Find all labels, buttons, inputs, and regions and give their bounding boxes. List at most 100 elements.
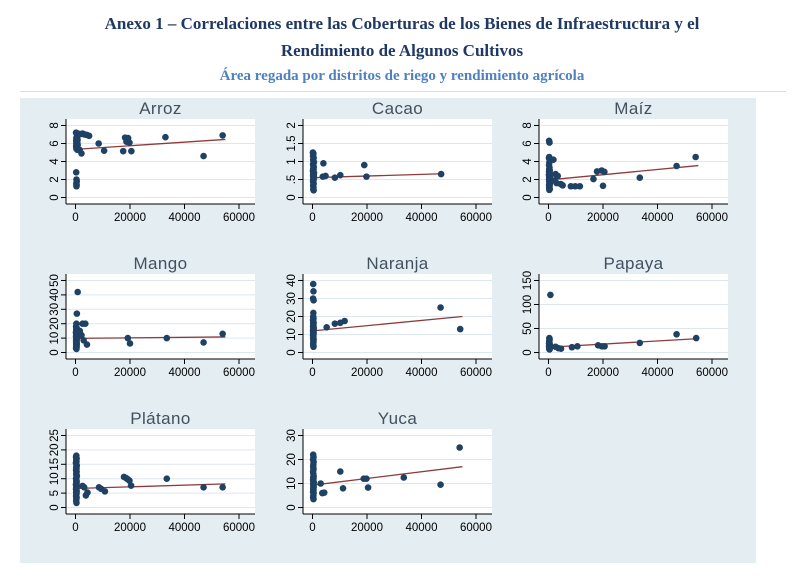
gridlines: [303, 434, 492, 509]
subplot-canvas: 0 .5 1 1.5 2 0 20000 40000 60000: [257, 116, 494, 251]
scatter-points: [309, 149, 445, 194]
y-tick-labels: 0 10 20 30: [286, 429, 298, 511]
svg-text:0: 0: [309, 367, 315, 379]
y-tick-labels: 0 10 20 30 40: [286, 274, 298, 356]
trend-line: [75, 138, 226, 150]
subplot-yuca: Yuca 0 10 20 30 0 20000 40000 60000: [257, 408, 494, 563]
subplot-naranja: Naranja 0 10 20 30 40 0 20000 40000 60000: [257, 253, 494, 408]
x-tick-labels: 0 20000 40000 60000: [72, 367, 255, 379]
svg-text:0: 0: [522, 349, 534, 355]
svg-text:20000: 20000: [587, 212, 619, 224]
svg-text:30: 30: [49, 303, 61, 316]
svg-text:0: 0: [72, 212, 78, 224]
scatter-plot-svg: 0 2 4 6 8 0 20000 40000 60000: [522, 119, 728, 224]
subplot-canvas: 0 10 20 30 40 0 20000 40000 60000: [257, 271, 494, 406]
subplot-canvas: 0 10 20 30 0 20000 40000 60000: [257, 426, 494, 561]
axes: [298, 429, 492, 519]
subplot-maiz: Maíz 0 2 4 6 8 0 20000 40000 60000: [493, 98, 756, 253]
gridlines: [303, 124, 492, 199]
svg-text:0: 0: [522, 194, 534, 200]
svg-text:4: 4: [49, 158, 61, 165]
svg-text:60000: 60000: [460, 367, 492, 379]
svg-text:40000: 40000: [406, 212, 438, 224]
gridlines: [66, 434, 255, 509]
trend-line: [548, 164, 699, 181]
svg-text:10: 10: [286, 477, 298, 490]
svg-text:40000: 40000: [642, 367, 674, 379]
svg-text:25: 25: [49, 429, 61, 442]
subplot-canvas: 0 5 10 15 20 25 0 20000 40000 60000: [20, 426, 257, 561]
x-tick-labels: 0 20000 40000 60000: [72, 522, 255, 534]
gridlines: [539, 279, 728, 354]
plot-area: [66, 429, 255, 514]
svg-text:0: 0: [545, 367, 551, 379]
svg-text:0: 0: [309, 212, 315, 224]
svg-text:40: 40: [286, 274, 298, 287]
svg-text:20000: 20000: [114, 522, 146, 534]
x-tick-labels: 0 20000 40000 60000: [545, 367, 728, 379]
y-tick-labels: 0 50 100 150: [522, 271, 534, 356]
svg-text:2: 2: [286, 122, 298, 128]
svg-text:0: 0: [49, 504, 61, 510]
divider-line: [20, 91, 786, 92]
subplot-canvas: 0 50 100 150 0 20000 40000 60000: [493, 271, 730, 406]
svg-text:50: 50: [49, 274, 61, 287]
svg-text:40000: 40000: [406, 522, 438, 534]
svg-text:6: 6: [522, 140, 534, 146]
scatter-plot-svg: 0 .5 1 1.5 2 0 20000 40000 60000: [286, 119, 492, 224]
trend-line: [75, 336, 226, 340]
svg-text:20: 20: [286, 453, 298, 466]
subplot-title: Cacao: [371, 99, 424, 118]
svg-text:10: 10: [286, 328, 298, 341]
svg-text:60000: 60000: [696, 212, 728, 224]
svg-text:20000: 20000: [351, 367, 383, 379]
scatter-plot-svg: 0 10 20 30 0 20000 40000 60000: [286, 429, 492, 534]
svg-text:20000: 20000: [587, 367, 619, 379]
trend-line: [312, 315, 463, 332]
svg-text:6: 6: [49, 140, 61, 146]
scatter-points: [309, 444, 463, 503]
subplot-mango: Mango 0 10 20 30 40 50 0 20000 40000 60000: [20, 253, 257, 408]
svg-text:40: 40: [49, 288, 61, 301]
svg-text:30: 30: [286, 292, 298, 305]
scatter-points: [309, 280, 464, 351]
svg-text:5: 5: [49, 490, 61, 496]
svg-text:20000: 20000: [114, 212, 146, 224]
scatter-plot-svg: 0 50 100 150 0 20000 40000 60000: [522, 271, 728, 379]
trend-line: [312, 466, 463, 486]
subplot-title: Arroz: [139, 99, 182, 118]
document-title-line1: Anexo 1 – Correlaciones entre las Cobert…: [104, 14, 700, 33]
svg-text:4: 4: [522, 158, 534, 165]
scatter-plot-svg: 0 10 20 30 40 0 20000 40000 60000: [286, 274, 492, 379]
svg-text:30: 30: [286, 429, 298, 442]
svg-text:2: 2: [522, 176, 534, 182]
subplot-title: Papaya: [603, 254, 664, 273]
svg-text:60000: 60000: [223, 522, 255, 534]
subplot-title: Maíz: [614, 99, 653, 118]
subplot-canvas: 0 10 20 30 40 50 0 20000 40000 60000: [20, 271, 257, 406]
svg-text:1: 1: [286, 158, 298, 164]
svg-text:150: 150: [522, 271, 534, 290]
svg-text:.5: .5: [286, 175, 298, 185]
scatter-points: [545, 137, 699, 194]
document-title: Anexo 1 – Correlaciones entre las Cobert…: [30, 10, 774, 64]
scatter-points: [72, 288, 226, 353]
scatter-points: [545, 291, 700, 353]
x-tick-labels: 0 20000 40000 60000: [309, 522, 492, 534]
svg-text:0: 0: [545, 212, 551, 224]
svg-text:60000: 60000: [223, 367, 255, 379]
subplot-title: Mango: [133, 254, 188, 273]
y-tick-labels: 0 2 4 6 8: [522, 122, 534, 200]
svg-text:10: 10: [49, 332, 61, 345]
y-tick-labels: 0 2 4 6 8: [49, 122, 61, 200]
svg-text:0: 0: [309, 522, 315, 534]
axes: [534, 119, 728, 209]
svg-text:8: 8: [522, 122, 534, 128]
subplot-title: Naranja: [366, 254, 429, 273]
figure-subtitle: Área regada por distritos de riego y ren…: [219, 68, 585, 84]
subplot-platano: Plátano 0 5 10 15 20 25 0 20000 40000 60000: [20, 408, 257, 563]
